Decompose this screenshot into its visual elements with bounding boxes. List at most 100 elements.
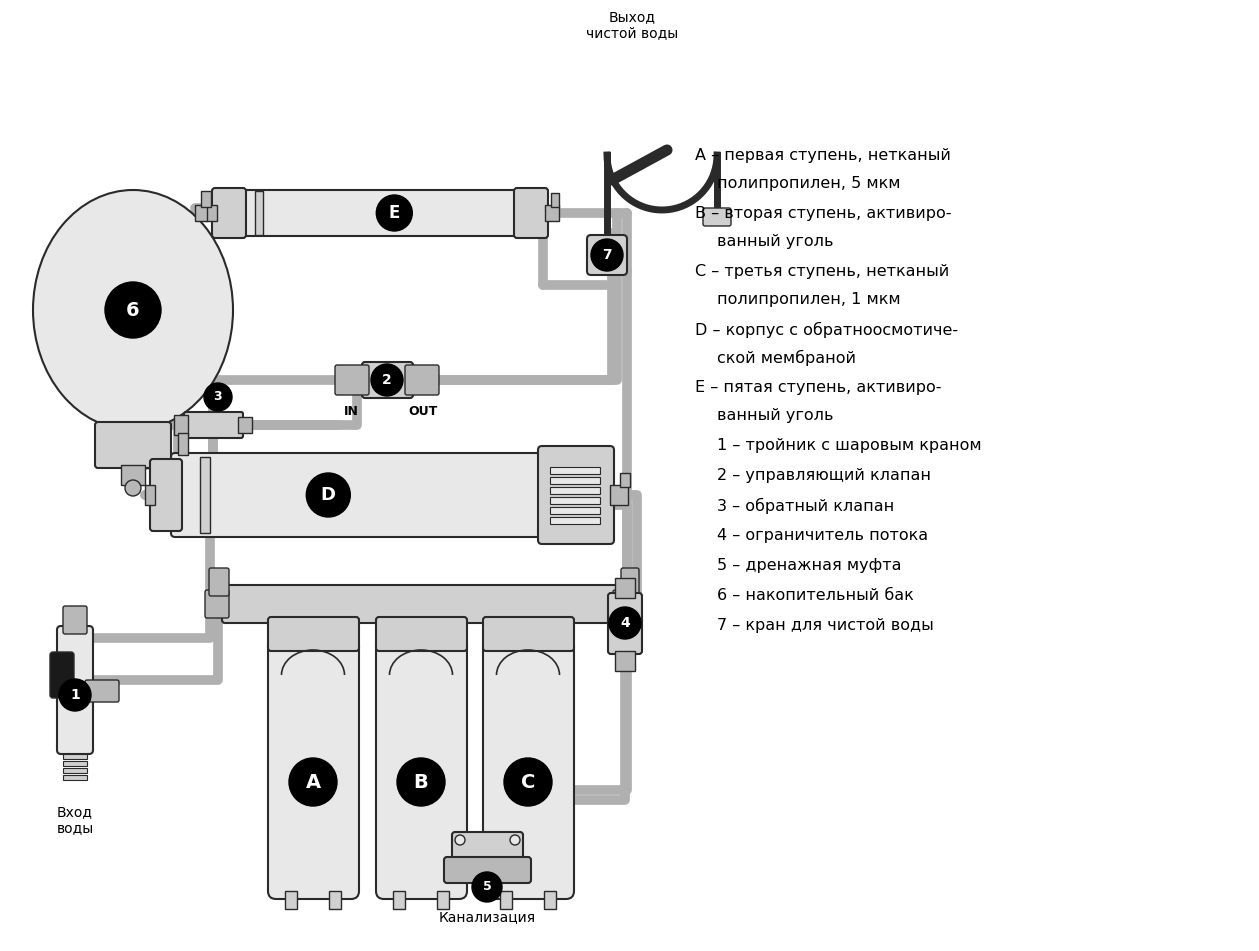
Bar (614, 651, 635, 671)
Text: 2 – управляющий клапан: 2 – управляющий клапан (716, 468, 930, 483)
Circle shape (609, 607, 641, 639)
Circle shape (306, 473, 350, 517)
Bar (550, 517, 601, 524)
Text: C: C (521, 772, 535, 791)
Bar (393, 891, 405, 909)
Bar (550, 467, 601, 474)
Bar (178, 433, 188, 455)
Text: 7 – кран для чистой воды: 7 – кран для чистой воды (716, 618, 934, 633)
Text: Канализация: Канализация (438, 910, 535, 924)
Bar (611, 485, 628, 505)
Text: A: A (306, 772, 321, 791)
FancyBboxPatch shape (483, 617, 574, 651)
Bar (63, 761, 87, 766)
Bar (205, 205, 217, 221)
FancyBboxPatch shape (376, 617, 467, 651)
Text: 5 – дренажная муфта: 5 – дренажная муфта (716, 558, 901, 573)
Text: ванный уголь: ванный уголь (716, 234, 833, 249)
Bar (614, 578, 635, 598)
Text: полипропилен, 1 мкм: полипропилен, 1 мкм (716, 292, 900, 307)
Bar (500, 891, 512, 909)
FancyBboxPatch shape (452, 832, 522, 868)
Circle shape (125, 480, 141, 496)
FancyBboxPatch shape (222, 585, 619, 623)
Bar (238, 417, 252, 433)
FancyBboxPatch shape (613, 590, 637, 618)
Bar (285, 891, 297, 909)
FancyBboxPatch shape (171, 453, 544, 537)
FancyBboxPatch shape (703, 208, 731, 226)
FancyBboxPatch shape (268, 617, 359, 651)
Text: Вход
воды: Вход воды (57, 805, 93, 835)
FancyBboxPatch shape (483, 638, 574, 899)
Text: 4 – ограничитель потока: 4 – ограничитель потока (716, 528, 928, 543)
Circle shape (376, 195, 412, 231)
FancyBboxPatch shape (184, 412, 243, 438)
Bar (550, 507, 601, 514)
FancyBboxPatch shape (376, 638, 467, 899)
Text: 5: 5 (482, 881, 491, 894)
Bar (550, 487, 601, 494)
Text: 3: 3 (214, 391, 223, 403)
Text: OUT: OUT (408, 405, 438, 418)
Bar (63, 775, 87, 780)
Bar (544, 891, 556, 909)
Text: 3 – обратный клапан: 3 – обратный клапан (716, 498, 894, 514)
FancyBboxPatch shape (405, 365, 439, 395)
Bar (329, 891, 341, 909)
Circle shape (454, 835, 465, 845)
Text: 2: 2 (383, 373, 392, 387)
Bar (63, 768, 87, 773)
Circle shape (371, 364, 403, 396)
FancyBboxPatch shape (268, 638, 359, 899)
Text: 1: 1 (71, 688, 79, 702)
Text: 1 – тройник с шаровым краном: 1 – тройник с шаровым краном (716, 438, 982, 453)
FancyBboxPatch shape (234, 190, 526, 236)
FancyBboxPatch shape (363, 362, 413, 398)
Circle shape (290, 758, 337, 806)
Text: D – корпус с обратноосмотиче-: D – корпус с обратноосмотиче- (695, 322, 958, 339)
FancyBboxPatch shape (587, 235, 627, 275)
Text: B: B (414, 772, 428, 791)
Bar (201, 191, 212, 207)
Text: ванный уголь: ванный уголь (716, 408, 833, 423)
FancyBboxPatch shape (57, 626, 93, 754)
FancyBboxPatch shape (538, 446, 614, 544)
FancyBboxPatch shape (50, 652, 74, 698)
Circle shape (397, 758, 444, 806)
Bar (256, 191, 263, 235)
Text: A – первая ступень, нетканый: A – первая ступень, нетканый (695, 148, 951, 163)
Text: ской мембраной: ской мембраной (716, 350, 856, 366)
Bar (551, 193, 559, 207)
Text: IN: IN (344, 405, 359, 418)
FancyBboxPatch shape (150, 459, 183, 531)
Bar (545, 205, 559, 221)
FancyBboxPatch shape (212, 188, 246, 238)
Text: 7: 7 (602, 248, 612, 262)
FancyBboxPatch shape (63, 606, 87, 634)
FancyBboxPatch shape (514, 188, 548, 238)
Circle shape (204, 383, 232, 411)
Bar (550, 497, 601, 504)
Text: D: D (321, 486, 336, 504)
Bar (437, 891, 449, 909)
Text: 6: 6 (126, 301, 140, 320)
Bar (121, 465, 145, 485)
Text: E – пятая ступень, активиро-: E – пятая ступень, активиро- (695, 380, 942, 395)
Text: C – третья ступень, нетканый: C – третья ступень, нетканый (695, 264, 949, 279)
Bar (63, 754, 87, 759)
Circle shape (590, 239, 623, 271)
Bar (550, 477, 601, 484)
Bar (145, 485, 155, 505)
FancyBboxPatch shape (86, 680, 120, 702)
Circle shape (504, 758, 551, 806)
FancyBboxPatch shape (621, 568, 640, 596)
FancyBboxPatch shape (94, 422, 171, 468)
Bar (174, 415, 188, 435)
Bar (195, 205, 206, 221)
Text: Выход
чистой воды: Выход чистой воды (585, 10, 679, 40)
Circle shape (104, 282, 161, 338)
FancyBboxPatch shape (608, 593, 642, 654)
Text: E: E (389, 204, 400, 222)
Circle shape (472, 872, 502, 902)
